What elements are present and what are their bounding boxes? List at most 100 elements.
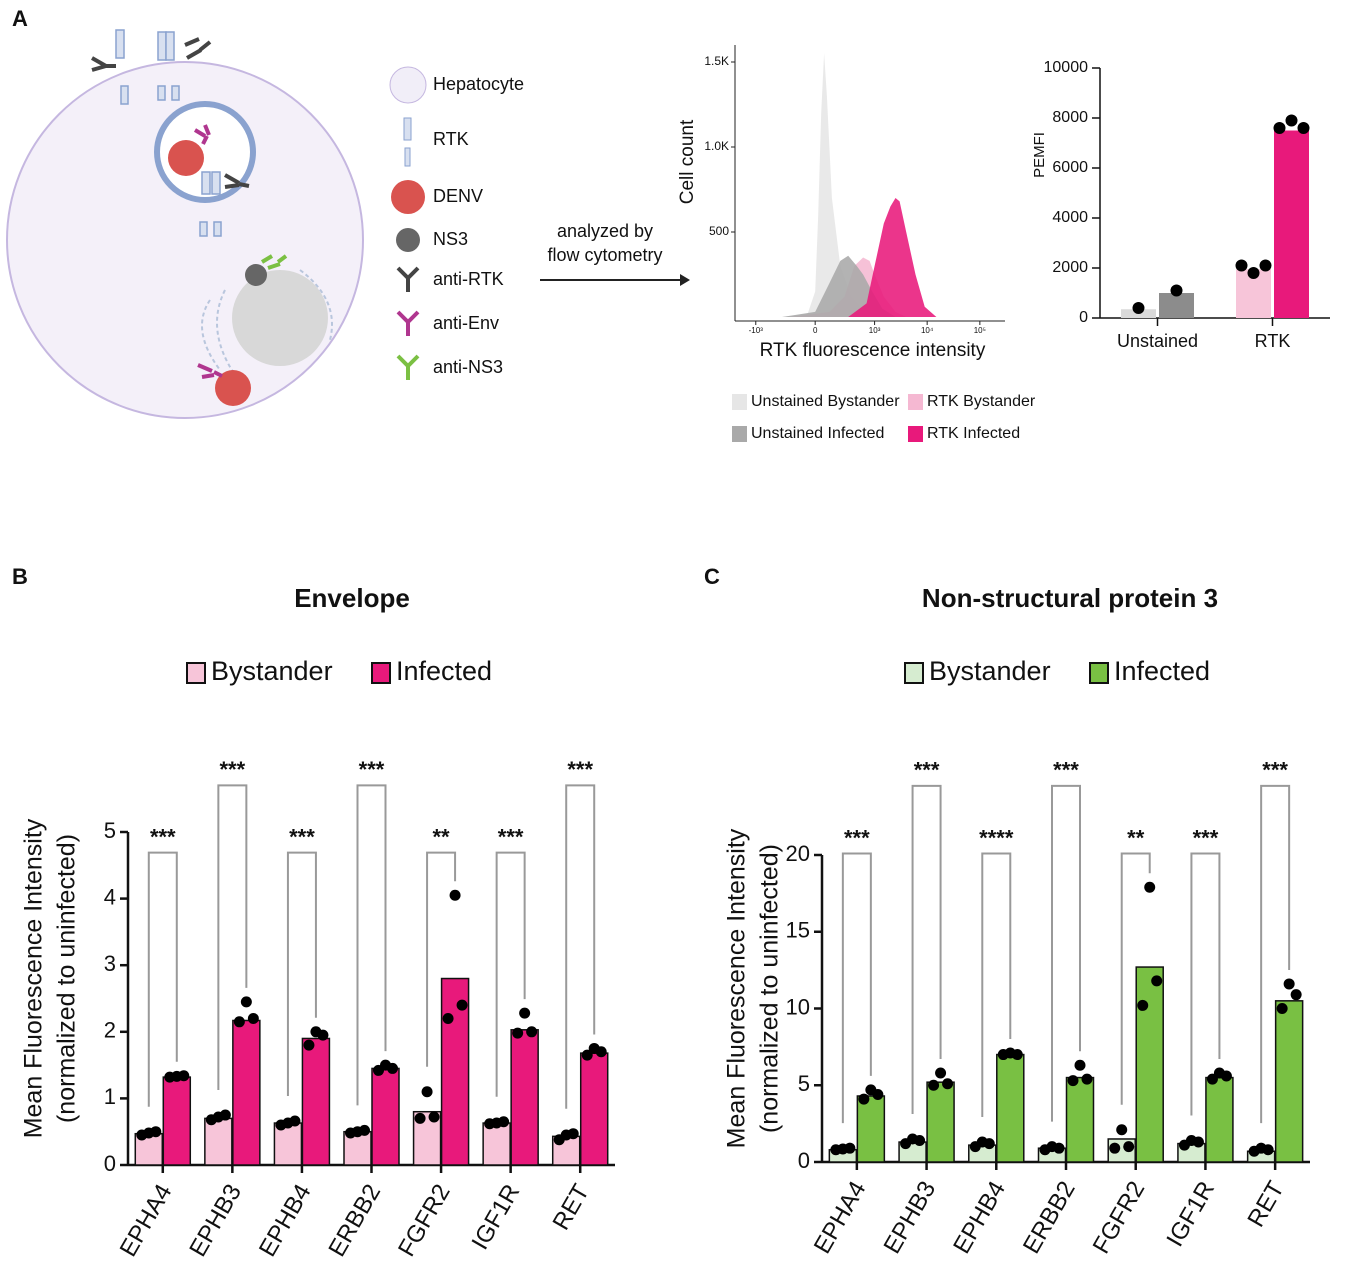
arrow-label: flow cytometry <box>547 245 662 265</box>
panel-label: B <box>12 564 28 589</box>
y-tick-label: 2000 <box>1052 259 1088 276</box>
significance-label: *** <box>150 824 176 849</box>
data-point <box>983 1138 995 1150</box>
ns3 <box>245 264 267 286</box>
significance-bracket <box>911 784 942 1114</box>
legend-label: Unstained Bystander <box>751 393 900 410</box>
data-point <box>1144 881 1156 893</box>
data-point <box>844 1142 856 1154</box>
y-tick-label: 5 <box>104 818 116 843</box>
data-point <box>1247 267 1260 279</box>
legend-label: NS3 <box>433 229 468 249</box>
virus <box>215 370 251 406</box>
legend-label: RTK Infected <box>927 425 1020 442</box>
legend-label: anti-Env <box>433 313 499 333</box>
legend-swatch <box>732 426 747 442</box>
data-point <box>1081 1073 1093 1085</box>
legend-icons <box>389 66 427 380</box>
data-point <box>303 1039 315 1051</box>
data-point <box>595 1046 607 1058</box>
data-point <box>1132 302 1145 314</box>
y-tick-label: 8000 <box>1052 109 1088 126</box>
y-axis-label: Mean Fluorescence Intensity <box>723 828 751 1148</box>
bar <box>510 1029 539 1166</box>
significance-label: *** <box>844 825 870 850</box>
x-tick-label: FGFR2 <box>393 1180 456 1262</box>
data-point <box>1273 122 1286 134</box>
significance-bracket <box>356 784 387 1106</box>
y-tick-label: 4000 <box>1052 209 1088 226</box>
legend-label: RTK Bystander <box>927 393 1036 410</box>
bar <box>371 1067 400 1166</box>
bar <box>996 1053 1025 1163</box>
significance-label: *** <box>289 824 315 849</box>
histogram-area <box>782 53 891 317</box>
significance-label: *** <box>914 758 940 783</box>
bar <box>301 1037 331 1166</box>
x-tick-label: FGFR2 <box>1088 1177 1151 1259</box>
bar <box>856 1095 886 1163</box>
y-tick-label: 0 <box>104 1151 116 1176</box>
significance-bracket <box>1120 852 1151 1105</box>
data-point <box>1235 259 1248 272</box>
bar <box>1274 1000 1304 1163</box>
y-tick-label: 1.0K <box>704 139 729 153</box>
bar <box>926 1081 955 1163</box>
legend-label: Hepatocyte <box>433 74 524 94</box>
y-tick-label: 5 <box>798 1071 810 1096</box>
significance-bracket <box>495 851 526 1097</box>
data-point <box>1011 1049 1023 1061</box>
x-tick-label: IGF1R <box>1161 1177 1220 1252</box>
significance-bracket <box>1051 784 1081 1122</box>
data-point <box>1151 975 1163 987</box>
x-tick-label: EPHB4 <box>254 1180 317 1262</box>
data-point <box>519 1007 531 1019</box>
y-tick-label: 10000 <box>1044 59 1089 76</box>
bar <box>1159 293 1194 318</box>
data-point <box>1276 1003 1288 1014</box>
data-point <box>1283 978 1295 990</box>
significance-label: *** <box>1053 758 1079 783</box>
data-point <box>512 1027 524 1039</box>
legend-label: anti-NS3 <box>433 357 503 377</box>
bar <box>1065 1076 1095 1163</box>
data-point <box>1290 989 1302 1001</box>
significance-bracket <box>1260 784 1291 1124</box>
data-point <box>1053 1142 1065 1154</box>
legend-label: Infected <box>1114 656 1210 686</box>
bar <box>1135 966 1164 1163</box>
bar <box>232 1019 261 1166</box>
significance-bracket <box>426 851 457 1067</box>
significance-bracket <box>565 784 596 1109</box>
data-point <box>317 1029 329 1041</box>
nucleus <box>232 270 328 366</box>
data-point <box>289 1115 301 1127</box>
data-point <box>150 1126 162 1138</box>
data-point <box>1123 1141 1135 1153</box>
significance-bracket <box>217 784 248 1091</box>
y-tick-label: 0 <box>798 1148 810 1173</box>
significance-bracket <box>981 852 1012 1118</box>
x-axis-label: RTK fluorescence intensity <box>760 340 986 361</box>
y-tick-label: 500 <box>709 224 729 238</box>
y-axis-label: (normalized to uninfected) <box>53 834 81 1123</box>
data-point <box>1109 1142 1121 1154</box>
x-tick-label: ERBB2 <box>323 1180 386 1262</box>
data-point <box>1192 1136 1204 1148</box>
significance-label: *** <box>220 757 246 782</box>
data-point <box>914 1135 926 1147</box>
x-tick-label: 10⁵ <box>974 326 986 335</box>
y-axis-label: PEMFI <box>1031 132 1048 178</box>
chart-title: Non-structural protein 3 <box>922 583 1218 613</box>
bar <box>482 1122 511 1166</box>
data-point <box>567 1128 579 1140</box>
x-tick-label: IGF1R <box>467 1180 526 1255</box>
virus <box>168 140 204 176</box>
data-point <box>581 1049 593 1061</box>
panel-label: C <box>704 564 720 589</box>
data-point <box>359 1124 370 1136</box>
y-tick-label: 2 <box>104 1018 116 1043</box>
arrow-label: analyzed by <box>557 221 653 241</box>
x-tick-label: -10³ <box>749 326 764 335</box>
